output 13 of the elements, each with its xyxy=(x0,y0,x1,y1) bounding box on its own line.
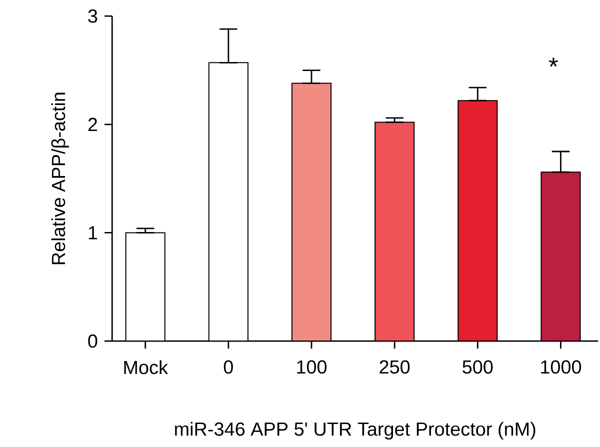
y-tick-label: 0 xyxy=(88,334,98,348)
y-tick-label: 3 xyxy=(88,9,98,23)
annotation: * xyxy=(548,58,558,67)
x-tick-label: 250 xyxy=(380,360,410,374)
y-tick-label: 2 xyxy=(88,118,98,131)
y-axis-title: Relative APP/β-actin xyxy=(51,92,69,264)
x-tick-label: 1000 xyxy=(541,360,582,374)
x-tick-label: 100 xyxy=(297,360,327,374)
y-tick-label: 1 xyxy=(88,226,98,240)
x-tick-label: 0 xyxy=(224,360,233,374)
x-tick-label: Mock xyxy=(124,360,168,374)
x-tick-label: 500 xyxy=(462,360,493,374)
x-axis-title: miR-346 APP 5' UTR Target Protector (nM) xyxy=(175,422,536,440)
